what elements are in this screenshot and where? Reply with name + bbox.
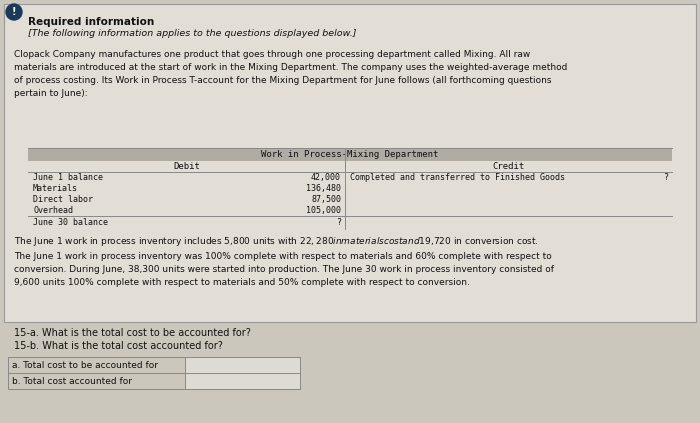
Bar	[4, 4, 696, 322]
Text: 105,000: 105,000	[306, 206, 341, 215]
Text: Overhead: Overhead	[33, 206, 73, 215]
Text: 136,480: 136,480	[306, 184, 341, 193]
Text: Clopack Company manufactures one product that goes through one processing depart: Clopack Company manufactures one product…	[14, 50, 568, 98]
Bar	[8, 357, 300, 389]
Text: Materials: Materials	[33, 184, 78, 193]
Text: b. Total cost accounted for: b. Total cost accounted for	[12, 376, 132, 385]
Bar	[185, 357, 300, 373]
Text: Credit: Credit	[492, 162, 524, 171]
Text: 15-b. What is the total cost accounted for?: 15-b. What is the total cost accounted f…	[14, 341, 223, 351]
Text: 42,000: 42,000	[311, 173, 341, 182]
Text: Completed and transferred to Finished Goods: Completed and transferred to Finished Go…	[350, 173, 565, 182]
Text: June 1 balance: June 1 balance	[33, 173, 103, 182]
Text: a. Total cost to be accounted for: a. Total cost to be accounted for	[12, 360, 158, 370]
Text: Work in Process-Mixing Department: Work in Process-Mixing Department	[261, 150, 439, 159]
Text: 15-a. What is the total cost to be accounted for?: 15-a. What is the total cost to be accou…	[14, 328, 251, 338]
Bar	[185, 373, 300, 389]
Text: Debit: Debit	[173, 162, 200, 171]
Text: ?: ?	[663, 173, 668, 182]
Circle shape	[6, 4, 22, 20]
Text: 87,500: 87,500	[311, 195, 341, 204]
Text: [The following information applies to the questions displayed below.]: [The following information applies to th…	[28, 30, 356, 38]
Text: !: !	[12, 7, 16, 17]
Text: Direct labor: Direct labor	[33, 195, 93, 204]
Text: Required information: Required information	[28, 17, 154, 27]
Text: ?: ?	[336, 218, 341, 227]
Text: The June 1 work in process inventory includes 5,800 units with $22,280 in materi: The June 1 work in process inventory inc…	[14, 235, 554, 286]
Bar	[28, 148, 672, 161]
Text: June 30 balance: June 30 balance	[33, 218, 108, 227]
